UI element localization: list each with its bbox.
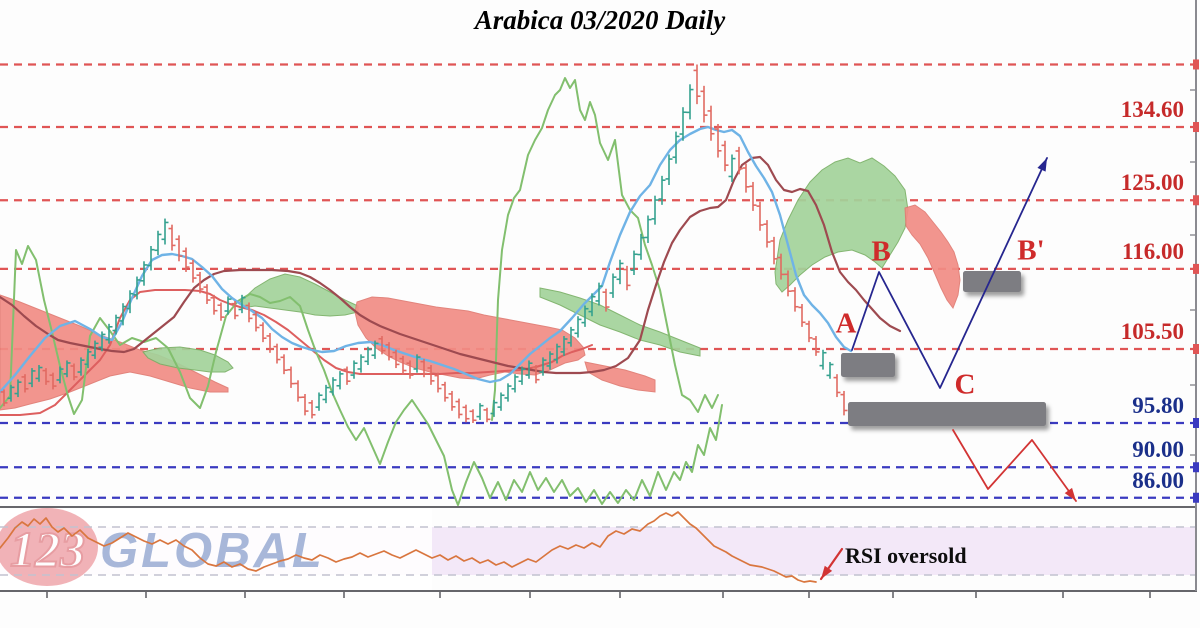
logo-badge-text: 123 (10, 521, 85, 577)
logo-name-text: GLOBAL (100, 524, 325, 578)
price-level-label: 90.00 (1132, 437, 1184, 463)
wave-letter-b-prime: B' (1017, 234, 1045, 267)
price-level-label: 125.00 (1120, 170, 1184, 196)
wave-letter-b: B (871, 235, 891, 268)
candles-layer (0, 64, 848, 423)
watermark-logo: 123 GLOBAL (0, 508, 325, 586)
price-level-label: 134.60 (1120, 97, 1184, 123)
arrows-layer (851, 157, 1077, 502)
price-level-label: 86.00 (1132, 467, 1184, 493)
ichimoku-lines-layer (0, 77, 902, 506)
chart-title: Arabica 03/2020 Daily (474, 5, 726, 35)
price-level-label: 105.50 (1120, 319, 1184, 344)
rsi-oversold-label: RSI oversold (845, 543, 967, 568)
zones-layer (841, 271, 1046, 426)
axis-layer (0, 0, 1199, 598)
wave-letter-a: A (835, 307, 857, 340)
rsi-layer (0, 511, 1197, 583)
price-level-label: 116.00 (1122, 238, 1184, 264)
price-level-label: 95.80 (1132, 392, 1184, 418)
wave-letter-c: C (954, 368, 976, 401)
